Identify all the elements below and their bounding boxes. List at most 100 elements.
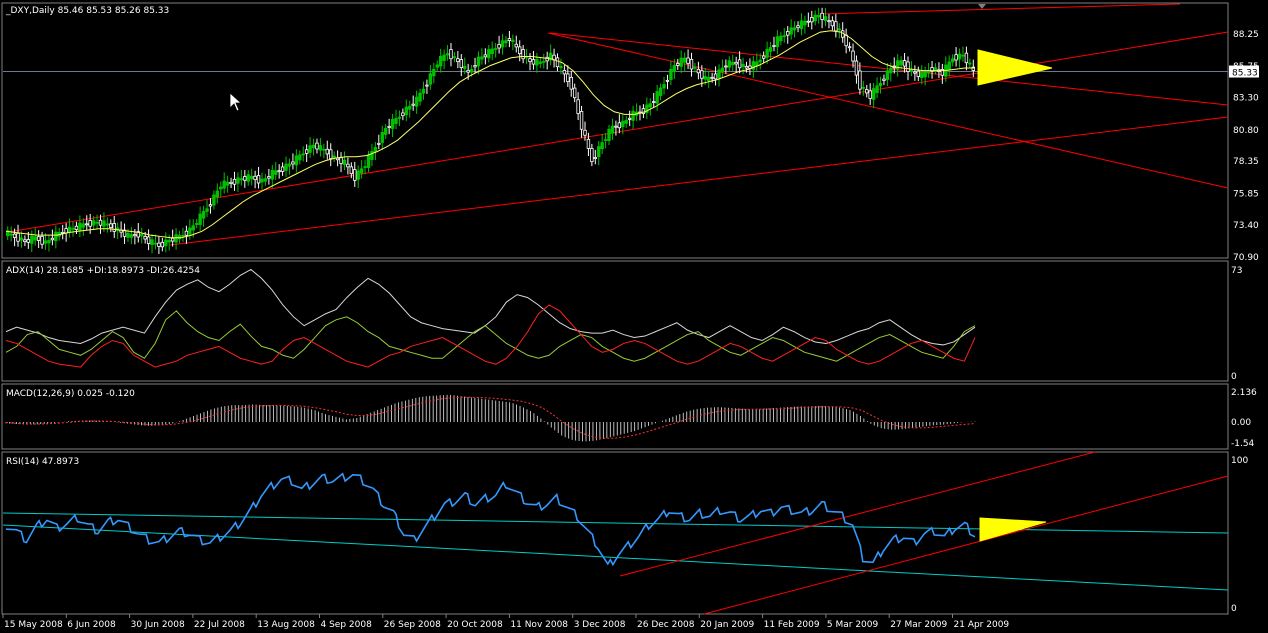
candle-body [418, 92, 422, 102]
price-candle [476, 51, 481, 75]
candle-body [895, 60, 900, 70]
candle-body [648, 103, 652, 108]
price-trendline [549, 32, 1229, 106]
candle-body [971, 66, 975, 71]
price-candle [160, 237, 165, 252]
x-axis-label: 30 Jun 2008 [131, 620, 185, 630]
candle-body [689, 59, 694, 70]
candle-body [531, 59, 536, 65]
candle-body [775, 36, 780, 48]
price-candle [538, 57, 543, 69]
price-candle [579, 105, 584, 138]
candle-body [353, 169, 357, 181]
candle-body [380, 132, 384, 143]
candle-body [679, 57, 683, 67]
price-candle [353, 161, 357, 187]
price-candle [758, 53, 762, 70]
candle-body [263, 178, 268, 182]
candle-body [339, 157, 343, 164]
price-candle [865, 84, 869, 98]
price-candle [590, 143, 594, 167]
price-candle [442, 49, 446, 70]
candle-body [669, 69, 673, 80]
macd-layer [5, 394, 976, 442]
candle-body [239, 178, 244, 181]
candle-body [390, 118, 395, 129]
candle-body [126, 232, 130, 238]
rsi-panel-frame [1, 451, 1229, 615]
candle-body [195, 223, 199, 225]
candle-body [555, 57, 560, 68]
candle-body [208, 204, 213, 207]
price-candle [452, 52, 457, 63]
x-axis-label: 20 Oct 2008 [447, 620, 503, 630]
candle-body [772, 45, 776, 47]
price-candle [713, 66, 718, 86]
price-candle [528, 53, 532, 71]
price-trendline [7, 31, 1229, 233]
price-candle [30, 230, 34, 252]
candle-body [813, 14, 817, 22]
rsi-y-tick: 0 [1231, 604, 1237, 614]
candle-body [442, 54, 446, 61]
price-candle [514, 35, 518, 53]
candle-body [67, 226, 72, 233]
candle-body [88, 220, 92, 227]
price-candle [669, 60, 673, 86]
candle-body [294, 155, 299, 166]
candle-body [844, 34, 848, 47]
candle-body [741, 63, 745, 68]
price-candle [895, 54, 900, 77]
price-candle [902, 53, 907, 73]
candle-body [98, 219, 103, 226]
x-axis-label: 13 Aug 2008 [257, 620, 315, 630]
price-panel-frame [1, 2, 1229, 259]
price-candle [115, 222, 120, 239]
candle-body [621, 120, 625, 128]
price-candle [717, 64, 721, 87]
candle-body [566, 73, 570, 82]
price-candle [411, 95, 415, 111]
price-y-tick: 73.40 [1233, 221, 1259, 231]
candle-body [452, 56, 457, 59]
candle-body [761, 55, 766, 59]
price-candle [521, 45, 525, 64]
price-candle [298, 150, 302, 165]
price-candle [54, 225, 58, 249]
rsi-series-line [5, 472, 976, 567]
candle-body [572, 87, 577, 99]
price-candle [438, 48, 443, 73]
price-candle [744, 61, 749, 73]
candle-body [913, 71, 917, 74]
price-candle [119, 221, 123, 238]
price-candle [95, 214, 99, 230]
candle-body [930, 67, 934, 72]
candle-body [744, 65, 749, 69]
candle-body [847, 46, 852, 49]
price-candle [875, 77, 879, 99]
price-candle [215, 183, 220, 204]
macd-y-tick: 0.00 [1231, 418, 1251, 428]
price-candle [122, 223, 127, 244]
candle-body [652, 101, 656, 103]
candle-body [792, 27, 797, 31]
price-y-tick: 70.90 [1233, 253, 1259, 263]
price-candle [487, 45, 491, 63]
price-candle [748, 58, 752, 75]
price-candle [198, 206, 202, 232]
price-candle [232, 171, 237, 191]
price-candle [548, 44, 553, 66]
price-candle [799, 13, 804, 36]
scroll-marker-icon[interactable] [978, 4, 986, 9]
candle-body [404, 106, 409, 116]
price-candle [679, 50, 683, 73]
price-candle [225, 175, 230, 193]
candle-body [961, 54, 965, 57]
candle-body [576, 99, 580, 114]
candle-body [81, 223, 86, 228]
price-candle [597, 141, 601, 166]
candle-body [593, 157, 598, 159]
price-candle [954, 47, 958, 67]
candle-body [682, 57, 687, 63]
price-candle [490, 41, 494, 61]
